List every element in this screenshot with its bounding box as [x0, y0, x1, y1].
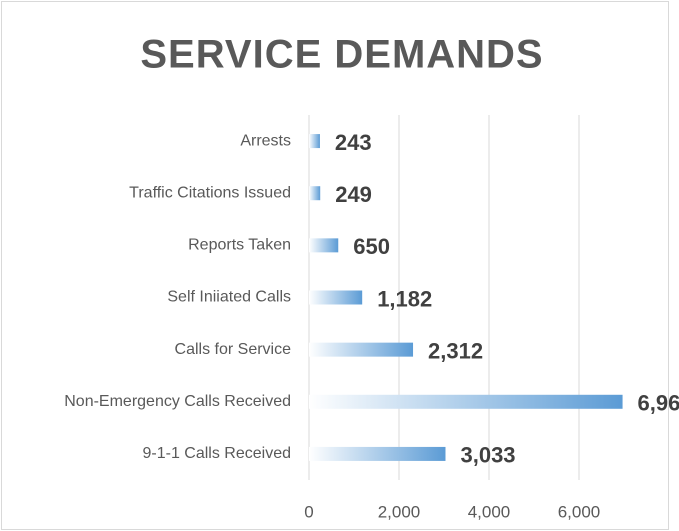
data-label: 2,312	[428, 338, 483, 363]
y-tick-label: Arrests	[240, 132, 291, 149]
x-tick-label: 0	[304, 502, 313, 521]
bar	[309, 134, 320, 149]
y-tick-label: Self Iniiated Calls	[167, 289, 291, 306]
x-tick-label: 6,000	[558, 502, 601, 521]
data-label: 1,182	[377, 286, 432, 311]
data-label: 3,033	[460, 443, 515, 468]
bar	[309, 342, 414, 357]
bar	[309, 238, 339, 253]
x-tick-label: 2,000	[378, 502, 421, 521]
data-label: 249	[335, 182, 372, 207]
bar	[309, 290, 363, 305]
y-tick-label: 9-1-1 Calls Received	[142, 445, 291, 462]
data-label: 650	[353, 234, 390, 259]
bar	[309, 446, 446, 461]
x-tick-label: 4,000	[468, 502, 511, 521]
bar	[309, 394, 623, 409]
data-label: 6,968	[638, 391, 679, 416]
chart-title: SERVICE DEMANDS	[140, 33, 543, 77]
y-tick-label: Reports Taken	[188, 237, 291, 254]
bar	[309, 186, 321, 201]
y-tick-label: Non-Emergency Calls Received	[64, 393, 291, 410]
data-label: 243	[335, 130, 372, 155]
y-tick-label: Calls for Service	[175, 341, 292, 358]
y-tick-label: Traffic Citations Issued	[129, 184, 291, 201]
